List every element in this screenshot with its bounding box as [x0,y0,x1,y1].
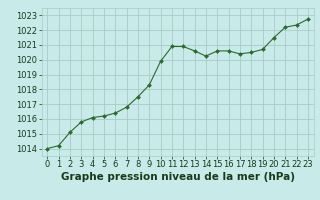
X-axis label: Graphe pression niveau de la mer (hPa): Graphe pression niveau de la mer (hPa) [60,172,295,182]
